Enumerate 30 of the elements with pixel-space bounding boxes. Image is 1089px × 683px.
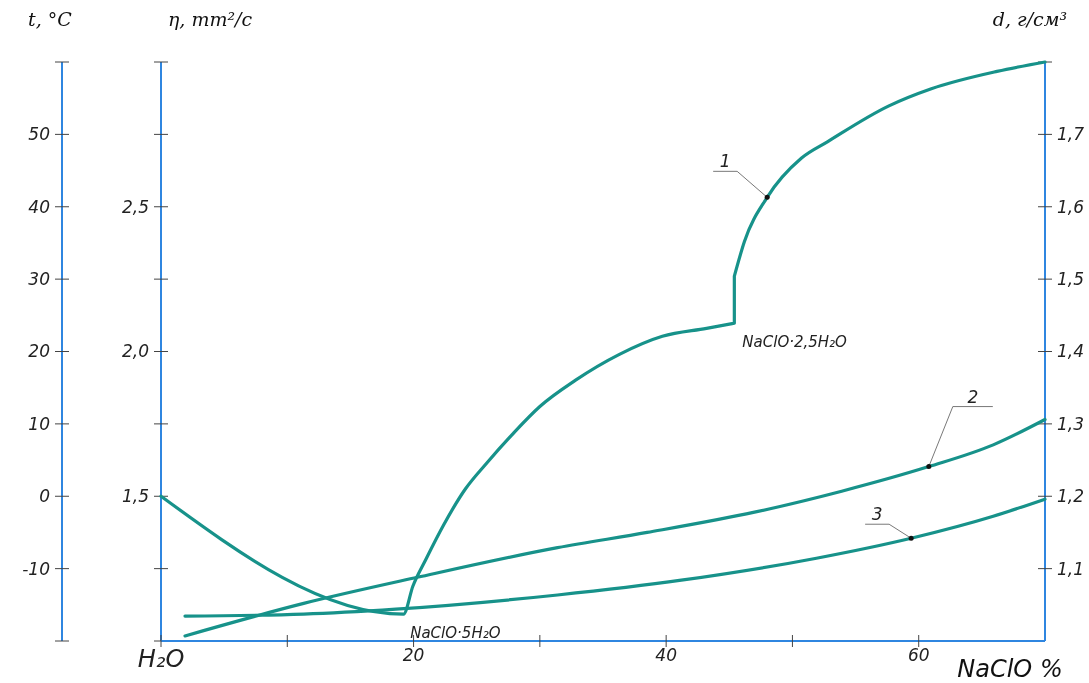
y3-tick-label: 1,2 (1057, 486, 1085, 507)
text: 1 (719, 151, 731, 172)
text: 2 (967, 386, 979, 407)
y2-axis-title: η, mm²/c (167, 8, 253, 30)
annotation: NaClO·5H₂O (410, 624, 501, 643)
x-tick-label: 60 (907, 645, 930, 665)
y-tick-label: 50 (28, 124, 50, 145)
y-tick-label: 10 (28, 413, 50, 434)
series-label: 3 (871, 504, 883, 525)
y3-tick-label: 1,5 (1057, 269, 1085, 290)
y3-tick-label: 1,1 (1057, 558, 1085, 579)
y-tick-label: 0 (39, 486, 50, 507)
y-tick-label: -10 (22, 558, 50, 579)
y3-axis-title: d, г/см³ (992, 8, 1068, 30)
y-tick-label: 20 (28, 341, 50, 362)
y-axis-title: t, °C (28, 8, 73, 30)
x-tick-label: 40 (655, 645, 677, 665)
y3-tick-label: 1,6 (1057, 196, 1085, 217)
y3-tick-label: 1,7 (1057, 124, 1085, 145)
x-tick-label: H₂O (137, 645, 185, 673)
y-tick-label: 30 (28, 269, 50, 290)
y2-tick-label: 2,0 (121, 341, 149, 362)
x-axis-title: NaClO % (957, 655, 1063, 683)
y3-tick-label: 1,4 (1057, 341, 1085, 362)
y2-tick-label: 2,5 (121, 196, 149, 217)
y3-tick-label: 1,3 (1057, 413, 1085, 434)
y2-tick-label: 1,5 (121, 486, 149, 507)
x-tick-label: 20 (402, 645, 425, 665)
annotation: NaClO·2,5H₂O (742, 333, 848, 352)
y-tick-label: 40 (28, 196, 50, 217)
